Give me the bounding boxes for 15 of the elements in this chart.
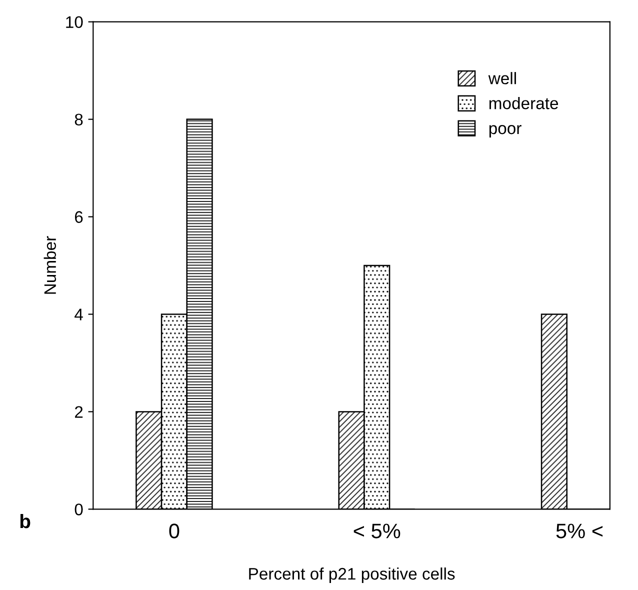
x-tick-label: 5% < xyxy=(556,524,603,538)
y-axis-title: Number xyxy=(44,236,56,294)
y-tick-label: 8 xyxy=(74,114,83,126)
legend-label: well xyxy=(488,72,516,84)
y-tick-label: 6 xyxy=(75,211,83,223)
text: b xyxy=(20,514,30,528)
x-tick-label: < 5% xyxy=(354,524,400,538)
x-axis-title: Percent of p21 positive cells xyxy=(249,567,455,584)
y-tick-label: 0 xyxy=(74,504,83,516)
legend-label: poor xyxy=(489,125,522,138)
legend-label: moderate xyxy=(489,96,558,110)
y-tick-label: 2 xyxy=(74,406,83,418)
y-tick-label: 10 xyxy=(66,16,83,28)
y-tick-label: 4 xyxy=(74,308,83,320)
x-tick-label: 0 xyxy=(169,524,180,538)
